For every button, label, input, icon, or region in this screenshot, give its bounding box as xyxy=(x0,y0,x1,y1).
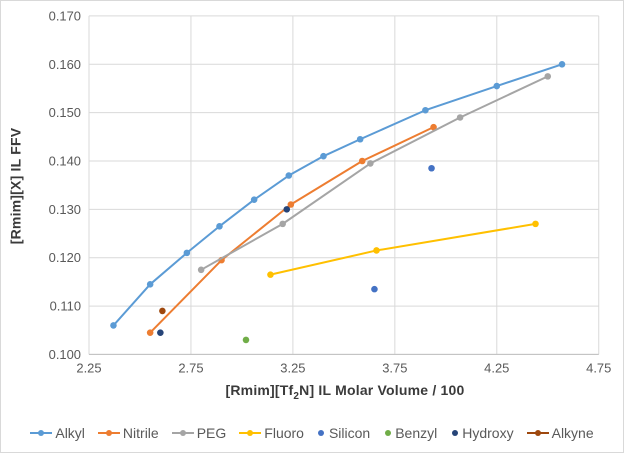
series-line-nitrile xyxy=(149,126,434,334)
data-point-peg xyxy=(197,266,205,274)
legend-label-peg: PEG xyxy=(196,425,227,441)
legend-label-hydroxy: Hydroxy xyxy=(462,425,514,441)
series-line-fluoro xyxy=(270,222,536,276)
legend-marker-dot-alkyl xyxy=(38,430,45,436)
x-tick-label: 4.75 xyxy=(586,360,611,375)
data-point-alkyne xyxy=(159,307,166,315)
data-point-alkyl xyxy=(285,172,293,179)
x-axis-title-post: N] IL Molar Volume / 100 xyxy=(299,382,465,398)
data-point-alkyl xyxy=(146,281,154,288)
y-tick-label: 0.170 xyxy=(49,8,81,23)
legend-marker-alkyl xyxy=(30,428,53,438)
data-point-alkyl xyxy=(422,106,429,114)
data-point-alkyl xyxy=(320,152,327,160)
data-point-hydroxy xyxy=(157,329,164,336)
x-tick-label: 3.75 xyxy=(382,360,407,375)
legend-marker-peg xyxy=(171,428,194,438)
legend-label-alkyl: Alkyl xyxy=(55,425,85,441)
legend-marker-dot-peg xyxy=(179,430,186,436)
legend-marker-dot-alkyne xyxy=(534,430,541,436)
legend-item-alkyl: Alkyl xyxy=(30,425,85,441)
legend-item-hydroxy: Hydroxy xyxy=(450,425,514,441)
legend-item-nitrile: Nitrile xyxy=(97,425,159,441)
data-point-peg xyxy=(456,114,464,121)
y-tick-label: 0.160 xyxy=(49,57,81,72)
y-tick-label: 0.130 xyxy=(49,202,81,217)
legend-marker-silicon xyxy=(317,428,326,438)
legend-label-fluoro: Fluoro xyxy=(264,425,304,441)
legend-label-benzyl: Benzyl xyxy=(395,425,438,441)
data-point-peg xyxy=(279,220,286,228)
legend-marker-dot-fluoro xyxy=(247,430,254,436)
legend-marker-fluoro xyxy=(239,428,262,438)
x-tick-label: 2.75 xyxy=(178,360,203,375)
x-tick-label: 4.25 xyxy=(484,360,509,375)
y-tick-label: 0.110 xyxy=(50,299,81,314)
legend-item-alkyne: Alkyne xyxy=(526,425,594,441)
data-point-alkyl xyxy=(493,82,501,90)
data-point-nitrile xyxy=(430,123,437,131)
x-axis-title-sub: 2 xyxy=(293,390,300,402)
data-point-alkyl xyxy=(356,135,364,143)
legend-marker-benzyl xyxy=(383,428,392,438)
data-point-fluoro xyxy=(373,247,380,254)
data-point-alkyl xyxy=(558,61,566,68)
data-point-alkyl xyxy=(250,196,258,203)
y-tick-label: 0.150 xyxy=(49,105,81,120)
data-point-benzyl xyxy=(242,336,250,344)
y-tick-label: 0.120 xyxy=(49,250,81,265)
data-point-nitrile xyxy=(358,157,366,165)
legend-marker-hydroxy xyxy=(450,428,459,438)
legend-item-silicon: Silicon xyxy=(317,425,370,441)
legend-item-benzyl: Benzyl xyxy=(383,425,437,441)
data-point-silicon xyxy=(428,164,435,172)
legend-label-alkyne: Alkyne xyxy=(551,425,594,441)
y-tick-label: 0.140 xyxy=(49,153,81,168)
data-point-fluoro xyxy=(267,271,274,278)
x-axis-title-pre: [Rmim][Tf xyxy=(225,382,294,398)
legend: Alkyl Nitrile PEG Fluoro Silicon Benzyl Hydrox… xyxy=(1,422,623,444)
x-axis-title: [Rmim][Tf2N] IL Molar Volume / 100 xyxy=(89,382,601,402)
data-point-alkyl xyxy=(110,322,117,329)
data-point-peg xyxy=(367,160,374,167)
data-point-silicon xyxy=(371,285,378,293)
data-point-hydroxy xyxy=(283,206,291,213)
data-point-peg xyxy=(544,73,552,80)
y-tick-label: 0.100 xyxy=(49,347,81,362)
legend-item-peg: PEG xyxy=(171,425,227,441)
x-tick-label: 3.25 xyxy=(280,360,305,375)
data-point-alkyl xyxy=(216,223,223,230)
data-point-nitrile xyxy=(146,329,154,336)
data-point-fluoro xyxy=(532,220,539,228)
x-tick-label: 2.25 xyxy=(76,360,101,375)
legend-label-silicon: Silicon xyxy=(328,425,371,441)
legend-marker-dot-benzyl xyxy=(384,430,391,436)
legend-marker-dot-hydroxy xyxy=(451,430,458,436)
series-line-peg xyxy=(200,75,549,271)
legend-marker-dot-silicon xyxy=(318,430,325,436)
legend-label-nitrile: Nitrile xyxy=(122,425,159,441)
legend-marker-nitrile xyxy=(97,428,120,438)
data-point-alkyl xyxy=(183,249,191,257)
legend-marker-alkyne xyxy=(526,428,549,438)
data-point-nitrile xyxy=(287,201,295,208)
legend-marker-dot-nitrile xyxy=(105,430,112,436)
series-line-alkyl xyxy=(112,63,563,327)
legend-item-fluoro: Fluoro xyxy=(239,425,304,441)
